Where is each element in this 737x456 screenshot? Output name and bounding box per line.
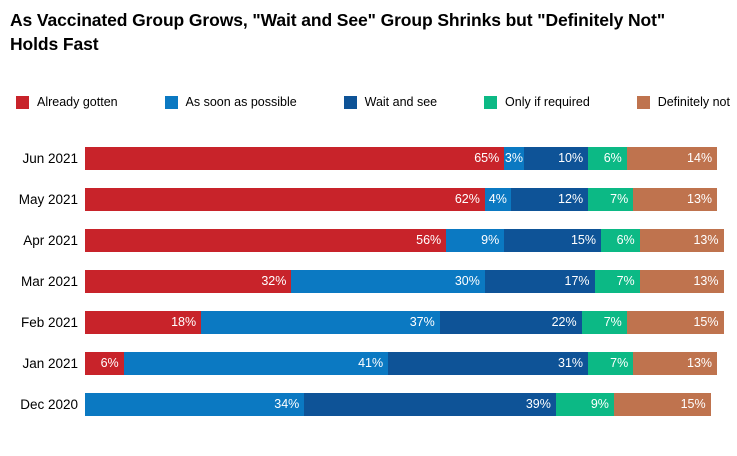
legend-label: Definitely not <box>657 95 730 109</box>
bar-segment: 65% <box>85 147 505 170</box>
legend-item-already-gotten: Already gotten <box>16 95 118 109</box>
bar-row: Dec 2020 34% 39% 9% 15% <box>0 393 730 416</box>
bar-segment: 4% <box>484 188 511 211</box>
category-label: Apr 2021 <box>23 233 78 248</box>
legend: Already gotten As soon as possible Wait … <box>16 95 730 109</box>
bar-segment: 14% <box>626 147 718 170</box>
bar-segment: 6% <box>85 352 124 375</box>
stacked-bar: 56% 9% 15% 6% 13% <box>85 229 730 252</box>
stacked-bar: 32% 30% 17% 7% 13% <box>85 270 730 293</box>
bar-segment: 31% <box>388 352 589 375</box>
bar-segment: 39% <box>304 393 556 416</box>
stacked-bar: 62% 4% 12% 7% 13% <box>85 188 730 211</box>
bar-segment: 41% <box>123 352 389 375</box>
stacked-bar: 6% 41% 31% 7% 13% <box>85 352 730 375</box>
category-label: Dec 2020 <box>20 397 78 412</box>
category-label: May 2021 <box>18 192 78 207</box>
bar-row: May 2021 62% 4% 12% 7% 13% <box>0 188 730 211</box>
legend-label: Already gotten <box>37 95 118 109</box>
bar-segment: 18% <box>85 311 202 334</box>
legend-swatch <box>343 95 357 109</box>
bar-segment: 12% <box>510 188 589 211</box>
bar-segment: 3% <box>504 147 524 170</box>
bar-row: Jun 2021 65% 3% 10% 6% 14% <box>0 147 730 170</box>
bar-segment: 22% <box>439 311 582 334</box>
bar-segment: 62% <box>85 188 485 211</box>
bar-segment: 17% <box>484 270 595 293</box>
bar-segment: 15% <box>504 229 601 252</box>
bar-segment: 56% <box>85 229 447 252</box>
bar-row: Jan 2021 6% 41% 31% 7% 13% <box>0 352 730 375</box>
stacked-bar-chart: Jun 2021 65% 3% 10% 6% 14% May 2021 62% 4% 12% 7% 1… <box>0 147 730 434</box>
bar-segment: 10% <box>523 147 589 170</box>
bar-row: Apr 2021 56% 9% 15% 6% 13% <box>0 229 730 252</box>
legend-item-definitely-not: Definitely not <box>636 95 730 109</box>
bar-segment: 9% <box>555 393 614 416</box>
legend-item-as-soon-as-possible: As soon as possible <box>164 95 297 109</box>
bar-segment: 6% <box>600 229 640 252</box>
bar-segment: 15% <box>626 311 724 334</box>
legend-swatch <box>484 95 498 109</box>
bar-row: Mar 2021 32% 30% 17% 7% 13% <box>0 270 730 293</box>
bar-segment: 15% <box>613 393 711 416</box>
category-label: Feb 2021 <box>20 315 78 330</box>
bar-segment: 7% <box>594 270 640 293</box>
legend-swatch <box>16 95 29 109</box>
legend-swatch <box>164 95 178 109</box>
bar-segment: 13% <box>639 270 724 293</box>
chart-title: As Vaccinated Group Grows, "Wait and See… <box>10 10 666 55</box>
bar-segment: 7% <box>588 188 634 211</box>
legend-label: As soon as possible <box>185 95 297 109</box>
category-label: Jun 2021 <box>22 151 78 166</box>
legend-swatch <box>636 95 650 109</box>
legend-label: Only if required <box>505 95 590 109</box>
bar-segment: 6% <box>588 147 627 170</box>
bar-segment: 13% <box>633 352 718 375</box>
bar-segment: 32% <box>85 270 292 293</box>
stacked-bar: 18% 37% 22% 7% 15% <box>85 311 730 334</box>
bar-segment: 7% <box>588 352 634 375</box>
bar-segment: 30% <box>291 270 485 293</box>
legend-item-only-if-required: Only if required <box>484 95 590 109</box>
bar-segment: 13% <box>639 229 724 252</box>
bar-segment: 34% <box>85 393 305 416</box>
category-label: Mar 2021 <box>20 274 78 289</box>
bar-segment: 13% <box>633 188 718 211</box>
legend-label: Wait and see <box>364 95 438 109</box>
legend-item-wait-and-see: Wait and see <box>343 95 438 109</box>
category-label: Jan 2021 <box>22 356 78 371</box>
bar-segment: 37% <box>201 311 440 334</box>
bar-segment: 7% <box>581 311 627 334</box>
stacked-bar: 65% 3% 10% 6% 14% <box>85 147 730 170</box>
bar-segment: 9% <box>446 229 505 252</box>
stacked-bar: 34% 39% 9% 15% <box>85 393 730 416</box>
bar-row: Feb 2021 18% 37% 22% 7% 15% <box>0 311 730 334</box>
